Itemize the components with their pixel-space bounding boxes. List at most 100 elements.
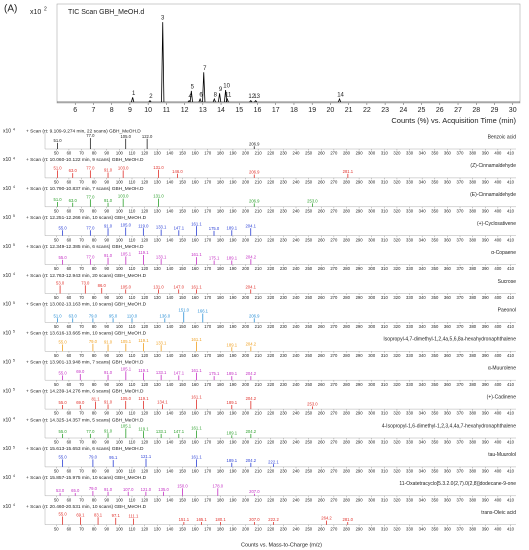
x-tick-label: 60: [67, 526, 72, 531]
x-tick-label: 280: [343, 180, 351, 185]
x-tick-label: 15: [235, 107, 243, 114]
x-tick-label: 210: [255, 353, 263, 358]
x-tick-label: 100: [116, 295, 124, 300]
x-tick-label: 50: [54, 497, 59, 502]
peak-mz-label: 189.1: [227, 400, 238, 405]
x-tick-label: 160: [192, 208, 200, 213]
scan-title: + Scan (rt: 20.460-20.531 min, 10 scans)…: [26, 504, 147, 510]
x-tick-label: 140: [166, 237, 174, 242]
scan-title: + Scan (rt: 13.616-13.665 min, 10 scans)…: [26, 331, 147, 337]
x-tick-label: 11: [163, 107, 170, 114]
peak-mz-label: 79.0: [89, 455, 98, 460]
x-tick-label: 80: [92, 440, 97, 445]
peak: [337, 97, 342, 103]
x-tick-label: 270: [330, 469, 338, 474]
x-tick-label: 60: [67, 440, 72, 445]
x-tick-label: 310: [381, 469, 389, 474]
y-exponent: 2: [44, 6, 47, 12]
x-tick-label: 210: [255, 208, 263, 213]
peak-mz-label: 204.2: [246, 371, 257, 376]
x-tick-label: 24: [399, 107, 407, 114]
x-tick-label: 220: [267, 353, 275, 358]
x-tick-label: 140: [166, 295, 174, 300]
x-tick-label: 190: [229, 208, 237, 213]
x-tick-label: 160: [192, 151, 200, 156]
peak-label: 6: [199, 93, 203, 99]
peak-mz-label: 131.0: [153, 165, 164, 170]
peak-mz-label: 107.0: [123, 487, 134, 492]
x-tick-label: 240: [293, 382, 301, 387]
x-tick-label: 120: [141, 497, 149, 502]
x-tick-label: 140: [166, 353, 174, 358]
x-tick-label: 360: [444, 469, 452, 474]
x-tick-label: 160: [192, 295, 200, 300]
peak-mz-label: 91.0: [104, 487, 113, 492]
y-exponent: 4: [13, 185, 15, 189]
x-tick-label: 400: [494, 382, 502, 387]
x-tick-label: 390: [482, 469, 490, 474]
x-tick-label: 340: [419, 353, 427, 358]
x-tick-label: 21: [345, 107, 353, 114]
x-tick-label: 360: [444, 208, 452, 213]
x-tick-label: 190: [229, 440, 237, 445]
peak-mz-label: 53.0: [56, 280, 65, 285]
x-tick-label: 170: [204, 382, 212, 387]
peak-label: 3: [161, 16, 165, 22]
peak: [249, 99, 253, 103]
x-tick-label: 50: [54, 324, 59, 329]
y-multiplier: x10: [3, 388, 11, 394]
x-tick-label: 260: [318, 266, 326, 271]
x-tick-label: 220: [267, 266, 275, 271]
x-tick-label: 380: [469, 469, 477, 474]
peak-label: 7: [203, 66, 207, 72]
x-tick-label: 300: [368, 497, 376, 502]
x-tick-label: 50: [54, 237, 59, 242]
peak-mz-label: 77.0: [86, 225, 95, 230]
peak-mz-label: 55.0: [59, 512, 68, 517]
x-tick-label: 220: [267, 526, 275, 531]
x-tick-label: 190: [229, 324, 237, 329]
x-tick-label: 90: [104, 526, 109, 531]
x-tick-label: 320: [393, 440, 401, 445]
x-tick-label: 180: [217, 353, 225, 358]
peak-mz-label: 105.1: [121, 366, 132, 371]
x-tick-label: 210: [255, 324, 263, 329]
x-tick-label: 70: [79, 237, 84, 242]
peak: [148, 99, 152, 103]
peak-mz-label: 133.1: [156, 340, 167, 345]
x-tick-label: 90: [104, 295, 109, 300]
x-tick-label: 17: [272, 107, 280, 114]
compound-name: Isopropyl-4,7-dimethyl-1,2,4a,5,6,8a-hex…: [383, 337, 516, 343]
x-tick-label: 400: [494, 526, 502, 531]
x-tick-label: 390: [482, 151, 490, 156]
x-tick-label: 310: [381, 353, 389, 358]
peak-mz-label: 147.1: [174, 371, 185, 376]
x-tick-label: 310: [381, 208, 389, 213]
x-tick-label: 60: [67, 180, 72, 185]
x-tick-label: 200: [242, 440, 250, 445]
x-tick-label: 20: [327, 107, 335, 114]
x-tick-label: 170: [204, 440, 212, 445]
peak: [212, 97, 216, 103]
x-tick-label: 350: [431, 469, 439, 474]
y-exponent: 5: [13, 214, 15, 218]
peak-mz-label: 161.1: [191, 426, 202, 431]
x-tick-label: 28: [472, 107, 480, 114]
peak-mz-label: 206.9: [249, 199, 260, 204]
x-tick-label: 270: [330, 237, 338, 242]
x-tick-label: 370: [457, 151, 465, 156]
x-tick-label: 210: [255, 440, 263, 445]
peak-mz-label: 175.1: [209, 256, 220, 261]
x-tick-label: 230: [280, 469, 288, 474]
x-tick-label: 310: [381, 237, 389, 242]
x-tick-label: 27: [454, 107, 462, 114]
peak-mz-label: 175.1: [209, 371, 220, 376]
x-tick-label: 300: [368, 180, 376, 185]
x-tick-label: 240: [293, 353, 301, 358]
x-tick-label: 100: [116, 324, 124, 329]
scan-title: + Scan (rt: 13.901-13.948 min, 7 scans) …: [26, 359, 144, 365]
peak-mz-label: 189.1: [227, 371, 238, 376]
x-tick-label: 210: [255, 411, 263, 416]
x-tick-label: 25: [418, 107, 426, 114]
y-multiplier: x10: [3, 504, 11, 510]
